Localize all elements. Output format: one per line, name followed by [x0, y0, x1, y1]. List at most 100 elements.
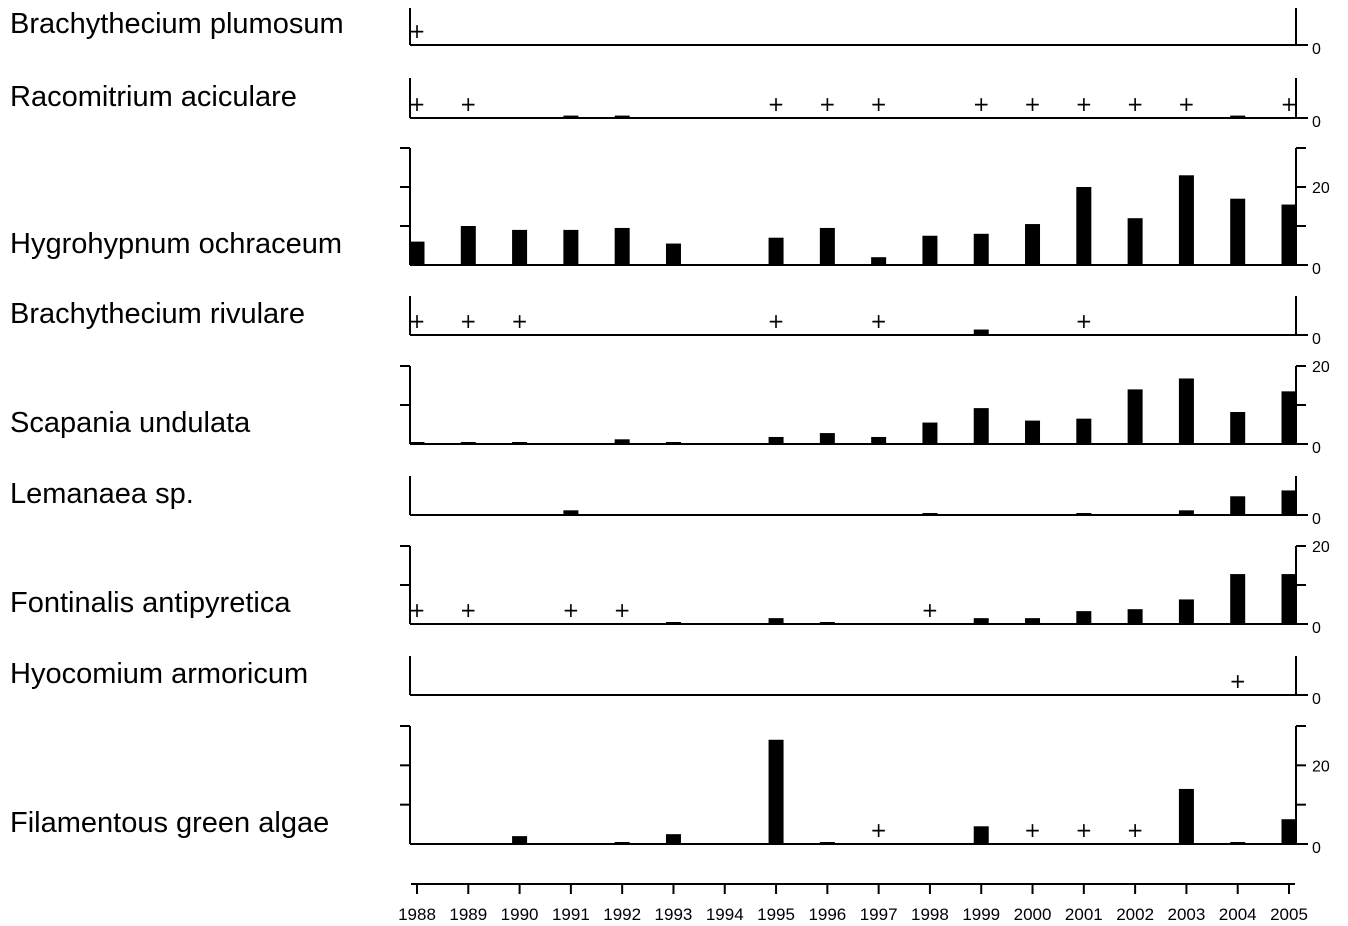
bar — [768, 436, 784, 444]
bar — [1025, 618, 1041, 624]
species-label: Racomitrium aciculare — [10, 81, 297, 113]
presence-marker: + — [614, 598, 631, 622]
y-tick-label: 0 — [1312, 114, 1321, 131]
bar — [1230, 842, 1246, 844]
x-tick-label: 1993 — [655, 905, 693, 924]
bar — [409, 241, 425, 265]
species-label: Hygrohypnum ochraceum — [10, 228, 342, 260]
presence-marker: + — [768, 92, 785, 116]
presence-marker: + — [460, 598, 477, 622]
bar — [1281, 204, 1297, 265]
x-axis: 1988 1989 1990 1991 1992 1993 1994 1995 1996 1997… — [398, 883, 1308, 924]
bar — [512, 836, 528, 844]
bar — [1178, 175, 1194, 265]
x-tick-label: 2001 — [1065, 905, 1103, 924]
bar — [819, 622, 835, 624]
x-tick-label: 1994 — [706, 905, 744, 924]
species-panel: Brachythecium rivulare 0 + + + + + + — [10, 296, 1321, 348]
presence-marker: + — [819, 92, 836, 116]
y-tick-label: 0 — [1312, 511, 1321, 528]
bar — [1178, 378, 1194, 444]
bar — [922, 513, 938, 515]
bar — [973, 826, 989, 844]
presence-marker: + — [409, 598, 426, 622]
presence-marker: + — [409, 309, 426, 333]
bar — [1127, 609, 1143, 624]
y-tick-label: 0 — [1312, 691, 1321, 708]
bar — [1178, 510, 1194, 515]
x-tick-label: 1996 — [808, 905, 846, 924]
x-tick-label: 1991 — [552, 905, 590, 924]
x-tick-label: 1999 — [962, 905, 1000, 924]
bar — [1127, 389, 1143, 444]
presence-marker: + — [1024, 818, 1041, 842]
bar — [614, 439, 630, 444]
species-panel: Fontinalis antipyretica 0 20 + + + + + — [10, 539, 1330, 637]
bar — [768, 618, 784, 624]
y-tick-label: 0 — [1312, 331, 1321, 348]
species-panel: Lemanaea sp. 0 — [10, 476, 1321, 528]
species-label: Scapania undulata — [10, 407, 251, 439]
bar — [973, 233, 989, 265]
presence-marker: + — [1075, 818, 1092, 842]
bar — [768, 739, 784, 844]
x-tick-label: 1995 — [757, 905, 795, 924]
bar — [460, 226, 476, 265]
bar — [1230, 198, 1246, 265]
bar — [819, 842, 835, 844]
bar — [563, 510, 579, 515]
presence-marker: + — [1281, 92, 1298, 116]
y-tick-label: 20 — [1312, 758, 1330, 775]
bar — [665, 243, 681, 265]
presence-marker: + — [511, 309, 528, 333]
y-tick-label: 20 — [1312, 359, 1330, 376]
presence-marker: + — [1178, 92, 1195, 116]
bar — [614, 115, 630, 118]
x-tick-label: 2004 — [1219, 905, 1257, 924]
bar — [563, 229, 579, 265]
species-panel: Brachythecium plumosum 0 + — [10, 8, 1321, 58]
bar — [973, 618, 989, 624]
x-tick-label: 2003 — [1167, 905, 1205, 924]
bar — [1281, 490, 1297, 515]
species-panel: Scapania undulata 0 20 — [10, 359, 1330, 457]
y-tick-label: 20 — [1312, 180, 1330, 197]
bar — [512, 229, 528, 265]
x-tick-label: 1997 — [860, 905, 898, 924]
x-tick-label: 2000 — [1014, 905, 1052, 924]
presence-marker: + — [460, 92, 477, 116]
species-label: Filamentous green algae — [10, 807, 329, 839]
presence-marker: + — [409, 19, 426, 43]
bar — [1076, 187, 1092, 265]
bar — [1230, 115, 1246, 118]
bar — [922, 235, 938, 265]
bar — [973, 408, 989, 444]
y-tick-label: 0 — [1312, 840, 1321, 857]
bar — [922, 422, 938, 444]
bar — [1230, 412, 1246, 444]
bar — [614, 842, 630, 844]
y-tick-label: 0 — [1312, 261, 1321, 278]
species-label: Lemanaea sp. — [10, 478, 194, 510]
x-tick-label: 2002 — [1116, 905, 1154, 924]
bar — [1076, 513, 1092, 515]
x-tick-label: 1988 — [398, 905, 436, 924]
y-tick-label: 0 — [1312, 620, 1321, 637]
presence-marker: + — [1127, 818, 1144, 842]
species-label: Fontinalis antipyretica — [10, 587, 291, 619]
bar — [1127, 218, 1143, 265]
species-label: Brachythecium plumosum — [10, 8, 344, 40]
presence-marker: + — [409, 92, 426, 116]
presence-marker: + — [460, 309, 477, 333]
y-tick-label: 0 — [1312, 41, 1321, 58]
bar — [1230, 574, 1246, 624]
presence-marker: + — [562, 598, 579, 622]
bar — [871, 436, 887, 444]
y-tick-label: 20 — [1312, 539, 1330, 556]
bar — [460, 442, 476, 444]
presence-marker: + — [870, 92, 887, 116]
species-panel: Hygrohypnum ochraceum 0 20 — [10, 147, 1330, 278]
presence-marker: + — [1229, 669, 1246, 693]
presence-marker: + — [1127, 92, 1144, 116]
bar — [665, 834, 681, 844]
